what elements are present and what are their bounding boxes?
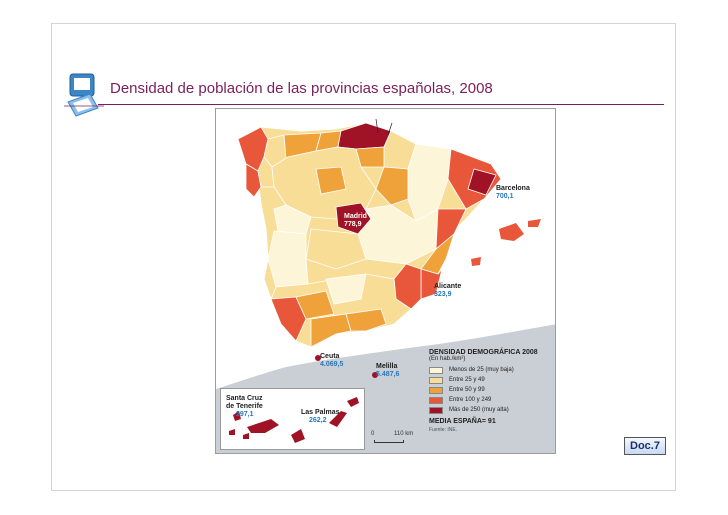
legend-row: Menos de 25 (muy baja) — [429, 365, 549, 375]
legend-source: Fuente: INE. — [429, 427, 458, 433]
legend-label: Entre 25 y 49 — [449, 377, 485, 383]
ceuta-name: Ceuta — [320, 353, 340, 360]
slide-title: Densidad de población de las provincias … — [110, 80, 493, 97]
province-cadiz — [270, 296, 307, 342]
island-mallorca — [499, 223, 524, 241]
santa-cruz-value: 297,1 — [236, 411, 254, 418]
label-barcelona: Barcelona 700,1 — [496, 185, 530, 201]
province-sevilla — [295, 290, 335, 320]
legend-swatch — [429, 396, 443, 404]
map-figure: Barcelona 700,1 Madrid 778,9 Alicante 32… — [215, 108, 556, 454]
legend-media-espana: MEDIA ESPAÑA= 91 — [429, 418, 496, 425]
madrid-value: 778,9 — [344, 221, 362, 228]
las-palmas-value: 262,2 — [309, 417, 327, 424]
map-scale: 0 110 km — [371, 431, 413, 437]
legend-row: Más de 250 (muy alta) — [429, 405, 549, 415]
legend-label: Entre 100 y 249 — [449, 397, 492, 403]
scale-distance: 110 km — [394, 431, 414, 437]
barcelona-name: Barcelona — [496, 185, 530, 192]
doc-label-badge: Doc.7 — [624, 437, 666, 455]
ceuta-value: 4.069,5 — [320, 361, 344, 368]
barcelona-value: 700,1 — [496, 193, 514, 200]
presentation-logo-icon — [64, 72, 104, 118]
province-barcelona — [467, 168, 497, 196]
label-las-palmas: Las Palmas 262,2 — [301, 409, 340, 425]
province-extremadura — [267, 230, 309, 288]
legend-swatch — [429, 366, 443, 374]
legend-label: Entre 50 y 99 — [449, 387, 485, 393]
province-cuenca-guadalajara — [357, 204, 439, 265]
island-menorca — [528, 219, 541, 227]
legend-subtitle: (En hab./km²) — [429, 356, 466, 362]
santa-cruz-name-1: Santa Cruz — [226, 395, 263, 402]
legend-swatch — [429, 376, 443, 384]
province-valladolid — [315, 166, 347, 195]
legend-swatch — [429, 406, 443, 414]
legend-row: Entre 50 y 99 — [429, 385, 549, 395]
map-legend: DENSIDAD DEMOGRÁFICA 2008 (En hab./km²) … — [429, 349, 549, 433]
province-granada — [345, 308, 387, 332]
legend-row: Entre 25 y 49 — [429, 375, 549, 385]
legend-label: Más de 250 (muy alta) — [449, 407, 509, 413]
label-alicante: Alicante 323,9 — [434, 283, 461, 299]
label-melilla: Melilla 5.487,6 — [376, 363, 399, 379]
melilla-name: Melilla — [376, 363, 398, 370]
province-zaragoza — [375, 166, 409, 206]
santa-cruz-name-2: de Tenerife — [226, 403, 263, 410]
label-santa-cruz: Santa Cruz de Tenerife 297,1 — [226, 395, 263, 419]
alicante-value: 323,9 — [434, 291, 452, 298]
legend-row: Entre 100 y 249 — [429, 395, 549, 405]
province-ourense — [257, 156, 275, 188]
melilla-marker — [372, 372, 378, 378]
ceuta-marker — [315, 355, 321, 361]
las-palmas-name: Las Palmas — [301, 409, 340, 416]
melilla-value: 5.487,6 — [376, 371, 400, 378]
legend-swatch — [429, 386, 443, 394]
province-valencia — [420, 232, 455, 275]
canary-islands-inset: Santa Cruz de Tenerife 297,1 Las Palmas … — [220, 388, 365, 450]
legend-title: DENSIDAD DEMOGRÁFICA 2008 — [429, 349, 538, 356]
title-divider — [98, 104, 664, 105]
scale-bar — [374, 440, 404, 443]
province-malaga — [310, 313, 352, 348]
scale-zero: 0 — [371, 431, 375, 437]
madrid-name: Madrid — [344, 213, 367, 220]
legend-label: Menos de 25 (muy baja) — [449, 367, 514, 373]
province-toledo-ciudad-real — [305, 228, 367, 270]
label-ceuta: Ceuta 4.069,5 — [320, 353, 343, 369]
province-pontevedra — [245, 163, 262, 198]
label-madrid: Madrid 778,9 — [344, 213, 367, 229]
province-jaen-cordoba — [325, 273, 367, 305]
island-ibiza — [471, 257, 481, 266]
canary-islands-map — [229, 397, 359, 443]
alicante-name: Alicante — [434, 283, 462, 290]
